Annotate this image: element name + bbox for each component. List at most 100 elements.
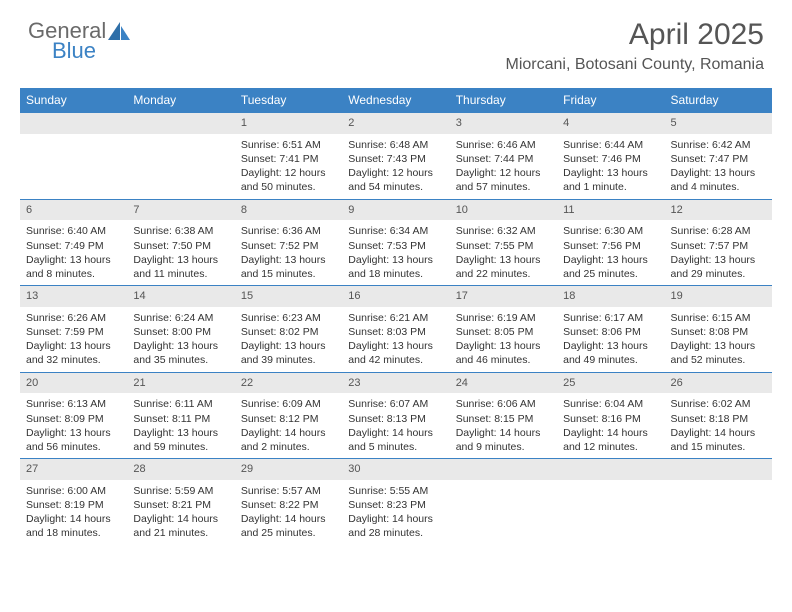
sunset-line: Sunset: 8:16 PM [563,412,658,426]
daylight-line: Daylight: 13 hours and 35 minutes. [133,339,228,367]
day-number: 24 [450,372,557,394]
daylight-line: Daylight: 13 hours and 25 minutes. [563,253,658,281]
sunrise-line: Sunrise: 6:00 AM [26,484,121,498]
sunrise-line: Sunrise: 6:26 AM [26,311,121,325]
day-body: Sunrise: 6:19 AMSunset: 8:05 PMDaylight:… [450,307,557,372]
daylight-line: Daylight: 12 hours and 57 minutes. [456,166,551,194]
day-number: 28 [127,458,234,480]
daylight-line: Daylight: 13 hours and 49 minutes. [563,339,658,367]
day-body: Sunrise: 6:28 AMSunset: 7:57 PMDaylight:… [665,220,772,285]
daylight-line: Daylight: 13 hours and 11 minutes. [133,253,228,281]
sunset-line: Sunset: 7:53 PM [348,239,443,253]
day-number: 27 [20,458,127,480]
day-body: Sunrise: 6:17 AMSunset: 8:06 PMDaylight:… [557,307,664,372]
daylight-line: Daylight: 13 hours and 56 minutes. [26,426,121,454]
sunrise-line: Sunrise: 6:21 AM [348,311,443,325]
location: Miorcani, Botosani County, Romania [506,56,765,74]
sunrise-line: Sunrise: 6:48 AM [348,138,443,152]
daylight-line: Daylight: 13 hours and 29 minutes. [671,253,766,281]
day-cell: 22Sunrise: 6:09 AMSunset: 8:12 PMDayligh… [235,372,342,459]
sunrise-line: Sunrise: 6:15 AM [671,311,766,325]
day-number: 29 [235,458,342,480]
day-cell: 26Sunrise: 6:02 AMSunset: 8:18 PMDayligh… [665,372,772,459]
day-number: 9 [342,199,449,221]
weekday-header: Tuesday [235,88,342,112]
sunset-line: Sunset: 8:19 PM [26,498,121,512]
day-body: Sunrise: 6:40 AMSunset: 7:49 PMDaylight:… [20,220,127,285]
day-cell: 16Sunrise: 6:21 AMSunset: 8:03 PMDayligh… [342,285,449,372]
day-cell: 7Sunrise: 6:38 AMSunset: 7:50 PMDaylight… [127,199,234,286]
day-number: 19 [665,285,772,307]
daylight-line: Daylight: 13 hours and 15 minutes. [241,253,336,281]
day-cell: 15Sunrise: 6:23 AMSunset: 8:02 PMDayligh… [235,285,342,372]
day-number: 14 [127,285,234,307]
day-number: 22 [235,372,342,394]
sunrise-line: Sunrise: 6:09 AM [241,397,336,411]
sunset-line: Sunset: 7:59 PM [26,325,121,339]
sunrise-line: Sunrise: 6:24 AM [133,311,228,325]
weekday-header: Thursday [450,88,557,112]
daylight-line: Daylight: 14 hours and 12 minutes. [563,426,658,454]
weekday-header: Friday [557,88,664,112]
day-number: 21 [127,372,234,394]
day-number: 17 [450,285,557,307]
day-number: 6 [20,199,127,221]
calendar-row: 6Sunrise: 6:40 AMSunset: 7:49 PMDaylight… [20,199,772,286]
daylight-line: Daylight: 14 hours and 25 minutes. [241,512,336,540]
day-cell: 10Sunrise: 6:32 AMSunset: 7:55 PMDayligh… [450,199,557,286]
sunset-line: Sunset: 8:02 PM [241,325,336,339]
day-number: 30 [342,458,449,480]
logo: General Blue [28,18,132,64]
sunrise-line: Sunrise: 6:46 AM [456,138,551,152]
day-number: 3 [450,112,557,134]
day-cell: 28Sunrise: 5:59 AMSunset: 8:21 PMDayligh… [127,458,234,545]
sunrise-line: Sunrise: 6:02 AM [671,397,766,411]
sunset-line: Sunset: 8:09 PM [26,412,121,426]
day-body: Sunrise: 6:00 AMSunset: 8:19 PMDaylight:… [20,480,127,545]
daylight-line: Daylight: 13 hours and 4 minutes. [671,166,766,194]
sunset-line: Sunset: 8:15 PM [456,412,551,426]
empty-cell [450,458,557,545]
day-number: 4 [557,112,664,134]
day-number: 12 [665,199,772,221]
sunset-line: Sunset: 7:56 PM [563,239,658,253]
day-body: Sunrise: 6:23 AMSunset: 8:02 PMDaylight:… [235,307,342,372]
sunrise-line: Sunrise: 6:19 AM [456,311,551,325]
day-cell: 25Sunrise: 6:04 AMSunset: 8:16 PMDayligh… [557,372,664,459]
sunset-line: Sunset: 7:57 PM [671,239,766,253]
day-body: Sunrise: 5:59 AMSunset: 8:21 PMDaylight:… [127,480,234,545]
day-cell: 27Sunrise: 6:00 AMSunset: 8:19 PMDayligh… [20,458,127,545]
day-number: 7 [127,199,234,221]
daylight-line: Daylight: 13 hours and 39 minutes. [241,339,336,367]
day-body: Sunrise: 6:04 AMSunset: 8:16 PMDaylight:… [557,393,664,458]
day-cell: 1Sunrise: 6:51 AMSunset: 7:41 PMDaylight… [235,112,342,199]
day-body: Sunrise: 6:15 AMSunset: 8:08 PMDaylight:… [665,307,772,372]
day-cell: 18Sunrise: 6:17 AMSunset: 8:06 PMDayligh… [557,285,664,372]
day-number: 26 [665,372,772,394]
sunrise-line: Sunrise: 6:42 AM [671,138,766,152]
day-body: Sunrise: 6:38 AMSunset: 7:50 PMDaylight:… [127,220,234,285]
day-body: Sunrise: 6:02 AMSunset: 8:18 PMDaylight:… [665,393,772,458]
title-block: April 2025 Miorcani, Botosani County, Ro… [506,18,765,74]
weekday-header: Sunday [20,88,127,112]
day-cell: 5Sunrise: 6:42 AMSunset: 7:47 PMDaylight… [665,112,772,199]
sunset-line: Sunset: 7:50 PM [133,239,228,253]
day-body: Sunrise: 6:36 AMSunset: 7:52 PMDaylight:… [235,220,342,285]
logo-sail-icon [106,20,132,42]
day-number: 25 [557,372,664,394]
day-number: 5 [665,112,772,134]
daylight-line: Daylight: 13 hours and 32 minutes. [26,339,121,367]
daylight-line: Daylight: 13 hours and 52 minutes. [671,339,766,367]
day-number: 20 [20,372,127,394]
sunset-line: Sunset: 8:11 PM [133,412,228,426]
header: General Blue April 2025 Miorcani, Botosa… [0,0,792,82]
day-body: Sunrise: 6:44 AMSunset: 7:46 PMDaylight:… [557,134,664,199]
sunset-line: Sunset: 8:12 PM [241,412,336,426]
day-cell: 19Sunrise: 6:15 AMSunset: 8:08 PMDayligh… [665,285,772,372]
day-body: Sunrise: 6:24 AMSunset: 8:00 PMDaylight:… [127,307,234,372]
sunrise-line: Sunrise: 6:32 AM [456,224,551,238]
day-cell: 23Sunrise: 6:07 AMSunset: 8:13 PMDayligh… [342,372,449,459]
sunset-line: Sunset: 8:21 PM [133,498,228,512]
sunrise-line: Sunrise: 6:51 AM [241,138,336,152]
daylight-line: Daylight: 13 hours and 46 minutes. [456,339,551,367]
